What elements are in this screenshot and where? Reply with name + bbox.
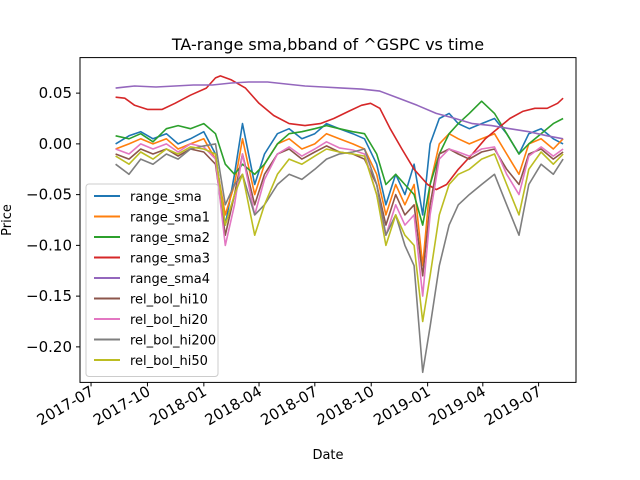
- legend-label: range_sma2: [130, 231, 210, 246]
- y-tick-label: 0.00: [39, 135, 72, 153]
- series-line-range_sma4: [115, 81, 564, 140]
- legend-label: rel_bol_hi200: [130, 334, 216, 349]
- legend-label: rel_bol_hi10: [130, 293, 208, 308]
- y-tick-label: −0.20: [26, 338, 72, 356]
- legend: range_sma range_sma1 range_sma2 range_sma3r…: [85, 183, 219, 377]
- series-layer: [115, 75, 564, 374]
- x-axis-label: Date: [312, 448, 343, 463]
- series-line-rel_bol_hi20: [115, 141, 564, 297]
- series-line-range_sma2: [115, 100, 564, 226]
- plot-frame: [79, 57, 577, 383]
- series-line-range_sma3: [115, 75, 564, 191]
- legend-label: range_sma4: [130, 272, 210, 287]
- series-line-range_sma: [115, 112, 564, 226]
- series-line-rel_bol_hi50: [115, 146, 564, 323]
- legend-label: range_sma: [130, 190, 202, 205]
- legend-label: range_sma3: [130, 252, 210, 267]
- y-tick-label: 0.05: [39, 84, 72, 102]
- legend-label: range_sma1: [130, 211, 210, 226]
- legend-box: [85, 183, 219, 377]
- y-axis-label: Price: [0, 204, 15, 236]
- y-tick-label: −0.05: [26, 186, 72, 204]
- series-line-range_sma1: [115, 132, 564, 267]
- chart-title: TA-range sma,bband of ^GSPC vs time: [171, 35, 484, 54]
- legend-label: rel_bol_hi50: [130, 354, 208, 369]
- series-line-rel_bol_hi200: [115, 143, 564, 374]
- y-tick-label: −0.10: [26, 236, 72, 254]
- y-tick-label: −0.15: [26, 287, 72, 305]
- legend-label: rel_bol_hi20: [130, 313, 208, 328]
